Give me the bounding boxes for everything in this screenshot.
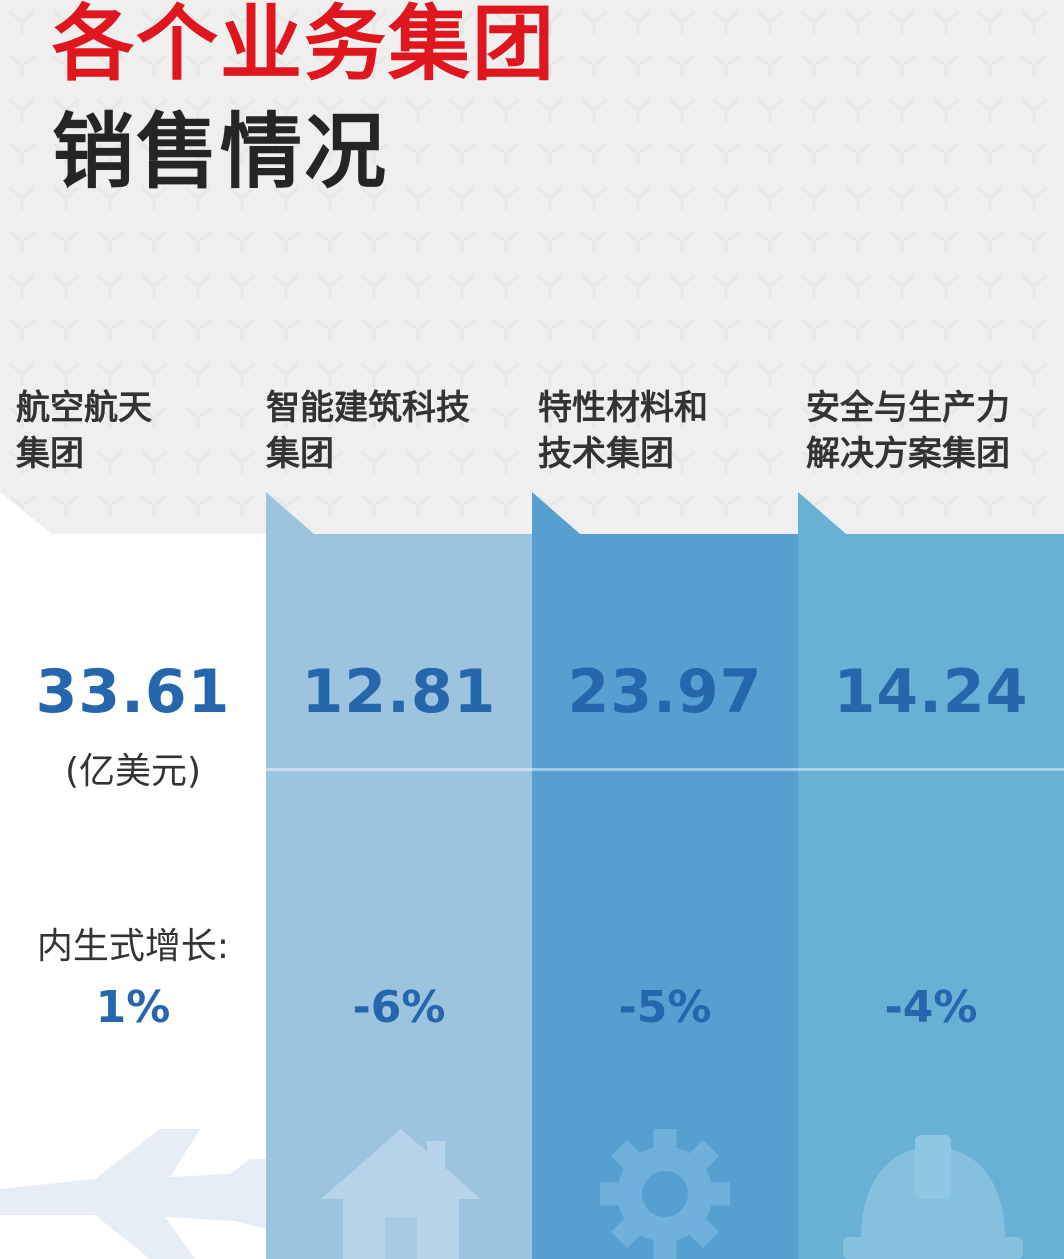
group-label-building-technologies: 智能建筑科技 集团 — [266, 388, 470, 474]
aerospace-growth-value: 1% — [95, 982, 171, 1033]
group-label-performance-materials: 特性材料和 技术集团 — [538, 388, 708, 474]
building-technologies-sales-value: 12.81 — [301, 657, 497, 727]
performance-materials-sales-value: 23.97 — [567, 657, 763, 727]
group-label-aerospace: 航空航天 集团 — [16, 388, 152, 474]
organic-growth-label: 内生式增长: — [36, 926, 230, 967]
house-icon — [321, 1129, 481, 1259]
page-title-line2: 销售情况 — [52, 105, 389, 200]
sales-unit: (亿美元) — [64, 751, 202, 792]
background-pattern — [0, 0, 1064, 540]
building-technologies-growth-value: -6% — [352, 982, 446, 1033]
divider — [266, 768, 532, 771]
group-label-safety-productivity: 安全与生产力 解决方案集团 — [806, 388, 1010, 474]
performance-materials-growth-value: -5% — [618, 982, 712, 1033]
performance-materials-panel: 23.97 -5% — [532, 492, 798, 1259]
airplane-icon — [0, 1129, 266, 1259]
divider — [532, 768, 798, 771]
aerospace-sales-value: 33.61 — [35, 657, 231, 727]
safety-productivity-growth-value: -4% — [884, 982, 978, 1033]
safety-productivity-panel: 14.24 -4% — [798, 492, 1064, 1259]
safety-productivity-sales-value: 14.24 — [833, 657, 1029, 727]
building-technologies-panel: 12.81 -6% — [266, 492, 532, 1259]
hard-hat-icon — [843, 1135, 1023, 1259]
aerospace-panel: 33.61 (亿美元) 内生式增长: 1% — [0, 492, 266, 1259]
page-title-line1: 各个业务集团 — [52, 0, 557, 92]
divider — [798, 768, 1064, 771]
gear-icon — [600, 1129, 730, 1259]
